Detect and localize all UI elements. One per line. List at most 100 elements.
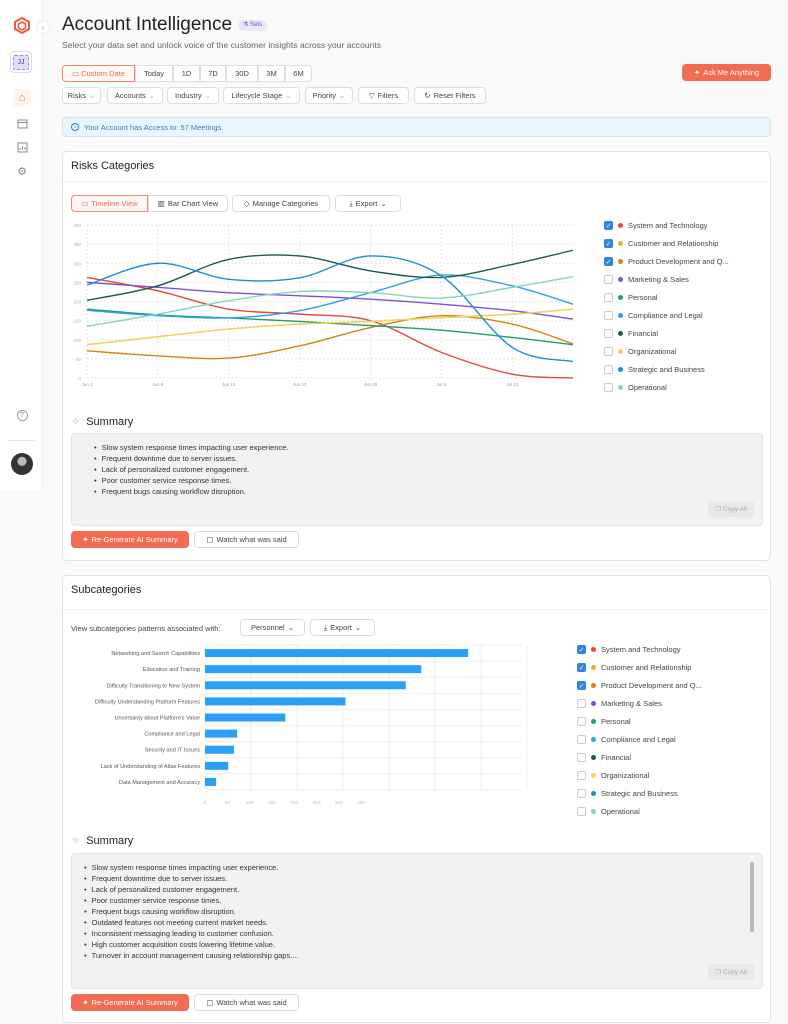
checkbox[interactable]: ✓ [604,221,613,230]
checkbox[interactable] [577,753,586,762]
bar[interactable] [205,697,346,706]
legend-color-dot [618,367,623,372]
filter-risks[interactable]: Risks ⌄ [62,87,101,104]
timeline-view-tab[interactable]: ▭ Timeline View [71,195,148,212]
filter-label: Industry [175,91,202,100]
checkbox[interactable] [577,807,586,816]
regenerate-summary-button[interactable]: ✦ Re-Generate AI Summary [71,994,189,1011]
legend-item[interactable]: ✓ Product Development and Q... [604,257,729,266]
export-button[interactable]: ⤓ Export ⌄ [335,195,401,212]
date-7d[interactable]: 7D [200,65,226,82]
legend-item[interactable]: Financial [604,329,658,338]
date-3m[interactable]: 3M [258,65,285,82]
filter-priority[interactable]: Priority ⌄ [305,87,353,104]
legend-item[interactable]: ✓ Customer and Relationship [577,663,691,672]
bar[interactable] [205,649,469,658]
date-30d[interactable]: 30D [226,65,258,82]
checkbox[interactable] [577,717,586,726]
checkbox[interactable] [577,789,586,798]
regenerate-summary-button[interactable]: ✦ Re-Generate AI Summary [71,531,189,548]
x-tick-label: Jul 13 [506,382,519,387]
checkbox[interactable]: ✓ [604,239,613,248]
bar[interactable] [205,745,234,754]
scrollbar[interactable] [750,862,754,932]
expand-sidebar-chevron-icon[interactable]: › [36,20,50,34]
bar[interactable] [205,761,229,770]
ask-me-anything-button[interactable]: ✦ Ask Me Anything [682,64,771,81]
manage-label: Manage Categories [252,199,319,208]
checkbox[interactable] [604,275,613,284]
card-title: Risks Categories [71,160,155,172]
legend-item[interactable]: Operational [577,807,640,816]
video-icon: ▢ [206,535,214,544]
legend-item[interactable]: Marketing & Sales [577,699,662,708]
legend-item[interactable]: Compliance and Legal [604,311,703,320]
reset-filters-button[interactable]: ↻ Reset Filters [414,87,486,104]
date-1d[interactable]: 1D [173,65,200,82]
checkbox[interactable]: ✓ [577,681,586,690]
checkbox[interactable]: ✓ [577,663,586,672]
legend-item[interactable]: Financial [577,753,631,762]
badge-label: Sets [250,22,263,28]
checkbox[interactable] [577,735,586,744]
checkbox[interactable] [577,699,586,708]
legend-item[interactable]: Organizational [604,347,676,356]
filter-accounts[interactable]: Accounts ⌄ [107,87,163,104]
legend-item[interactable]: Compliance and Legal [577,735,676,744]
legend-item[interactable]: Marketing & Sales [604,275,689,284]
help-icon[interactable]: ? [13,406,31,424]
bar[interactable] [205,729,238,738]
date-custom[interactable]: ▭ Custom Date [62,65,135,82]
export-button[interactable]: ⤓ Export ⌄ [310,619,375,636]
checkbox[interactable] [604,365,613,374]
workspace-avatar[interactable]: JJ [10,51,32,73]
category-label: Difficulty Transitioning to New System [107,683,201,689]
bar[interactable] [205,681,406,690]
filter-lifecycle-stage[interactable]: Lifecycle Stage ⌄ [223,87,300,104]
personnel-select[interactable]: Personnel ⌄ [240,619,305,636]
legend-item[interactable]: Strategic and Business [577,789,678,798]
legend-item[interactable]: ✓ System and Technology [577,645,681,654]
checkbox[interactable]: ✓ [604,257,613,266]
legend-item[interactable]: ✓ System and Technology [604,221,708,230]
home-icon[interactable]: ⌂ [13,89,31,107]
watch-what-was-said-button[interactable]: ▢ Watch what was said [194,994,299,1011]
legend-item[interactable]: ✓ Product Development and Q... [577,681,702,690]
legend-item[interactable]: Personal [604,293,658,302]
date-6m[interactable]: 6M [285,65,312,82]
tab-label: Bar Chart View [167,199,219,208]
calendar-icon[interactable] [13,114,31,132]
legend-item[interactable]: ✓ Customer and Relationship [604,239,718,248]
checkbox[interactable] [604,383,613,392]
checkbox[interactable]: ✓ [577,645,586,654]
chart-icon[interactable] [13,138,31,156]
legend-label: Compliance and Legal [628,311,703,320]
bar[interactable] [205,777,217,786]
bar[interactable] [205,713,286,722]
summary-item: Turnover in account management causing r… [84,950,762,961]
legend-color-dot [618,349,623,354]
watch-what-was-said-button[interactable]: ▢ Watch what was said [194,531,299,548]
gear-icon[interactable]: ⚙ [17,165,27,178]
legend-item[interactable]: Organizational [577,771,649,780]
legend-item[interactable]: Strategic and Business [604,365,705,374]
copy-all-button[interactable]: ❐ Copy All [708,501,754,517]
checkbox[interactable] [604,347,613,356]
checkbox[interactable] [604,311,613,320]
checkbox[interactable] [604,293,613,302]
legend-item[interactable]: Personal [577,717,631,726]
user-avatar[interactable] [11,453,33,475]
checkbox[interactable] [604,329,613,338]
bar-chart-view-tab[interactable]: ▥ Bar Chart View [148,195,228,212]
filters-button[interactable]: ▽ Filters [358,87,409,104]
copy-all-button[interactable]: ❐ Copy All [708,964,754,980]
date-today[interactable]: Today [135,65,173,82]
manage-categories-button[interactable]: ◇ Manage Categories [232,195,330,212]
sets-badge[interactable]: ⚗ Sets [238,20,268,31]
y-tick-label: 100 [73,338,81,343]
legend-item[interactable]: Operational [604,383,667,392]
filter-industry[interactable]: Industry ⌄ [167,87,219,104]
checkbox[interactable] [577,771,586,780]
filter-label: Risks [67,91,87,100]
bar[interactable] [205,665,422,674]
